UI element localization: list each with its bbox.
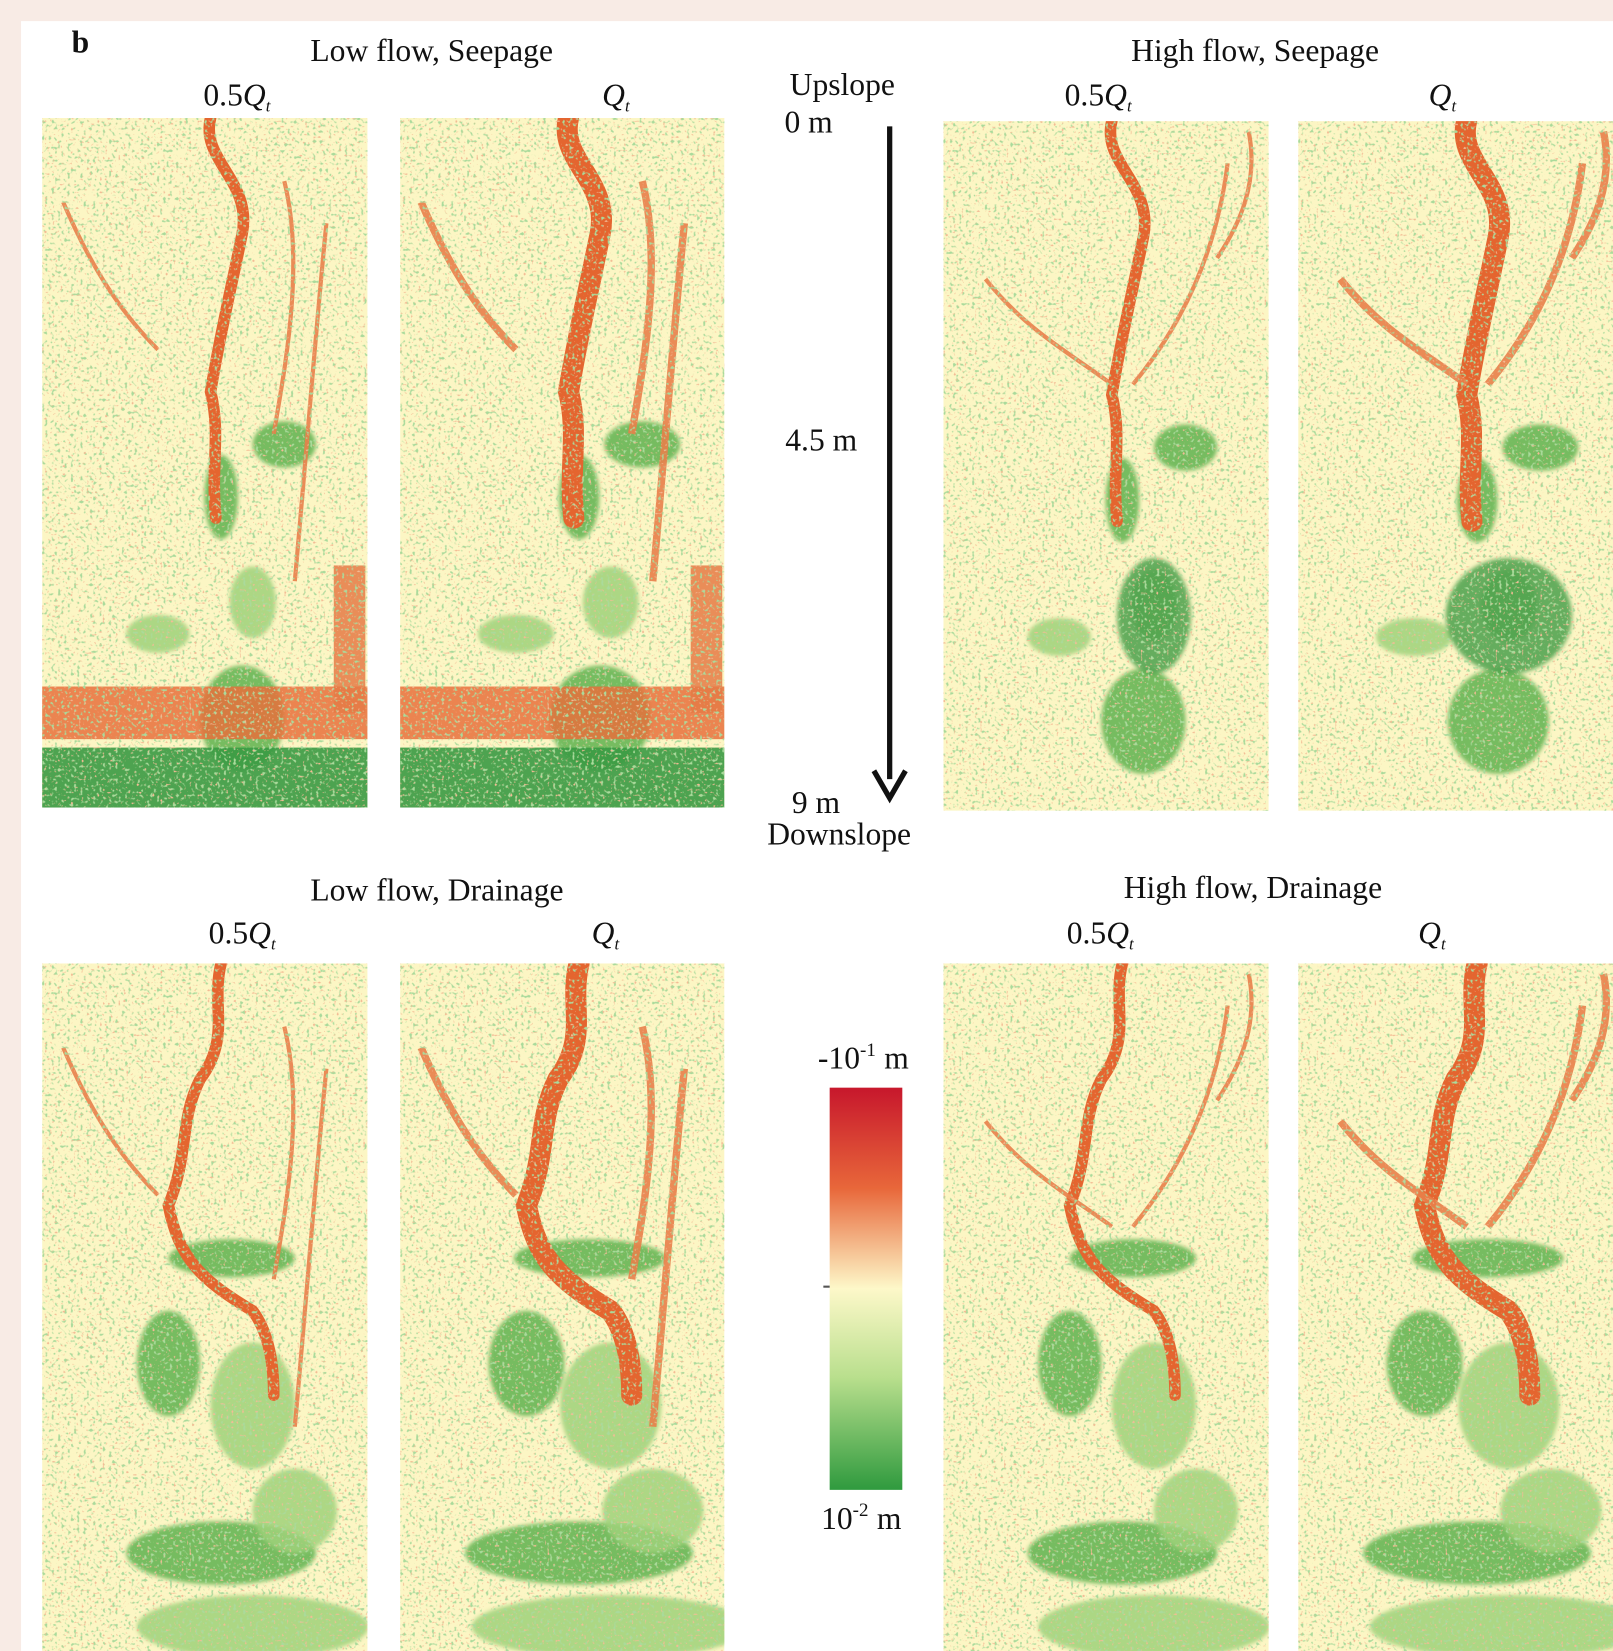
panel-label-subscript: t — [266, 97, 272, 116]
slope-arrowhead — [871, 769, 908, 804]
panel-label-prefix: 0.5 — [203, 77, 242, 112]
colorbar-base: -10 — [818, 1041, 860, 1076]
figure-label: b — [72, 25, 90, 60]
colorbar-base: 10 — [821, 1501, 853, 1536]
group-title: Low flow, Drainage — [310, 872, 563, 907]
panel-label-symbol: Q — [1104, 77, 1127, 112]
panel-label-subscript: t — [625, 97, 631, 116]
colorbar-exponent: -2 — [853, 1500, 869, 1521]
panel-label: Qt — [602, 77, 631, 115]
map-panel — [42, 963, 368, 1651]
panel-label-symbol: Q — [1429, 77, 1452, 112]
panel-label-subscript: t — [1451, 97, 1457, 116]
panel-label-prefix: 0.5 — [1065, 77, 1104, 112]
panel-label-symbol: Q — [592, 915, 615, 950]
speckle-orange — [42, 963, 368, 1651]
axis-start-label: 0 m — [784, 105, 833, 140]
panel-label-symbol: Q — [243, 77, 266, 112]
speckle-orange — [42, 117, 368, 808]
colorbar-label: 10-2 m — [821, 1500, 902, 1536]
speckle-orange — [1298, 963, 1613, 1651]
group-title: High flow, Seepage — [1131, 33, 1379, 68]
map-panel — [943, 121, 1269, 811]
panel-label-subscript: t — [271, 935, 277, 954]
panel-label: Qt — [1429, 77, 1458, 115]
panel-label-symbol: Q — [602, 77, 625, 112]
panel-label-subscript: t — [1127, 97, 1133, 116]
map-panel — [1298, 121, 1613, 811]
panel-label-symbol: Q — [248, 915, 271, 950]
map-panel — [1298, 963, 1613, 1651]
map-panel — [42, 117, 368, 808]
panel-label-subscript: t — [614, 935, 620, 954]
speckle-orange — [400, 963, 725, 1651]
colorbar-label: -10-1 m — [818, 1040, 909, 1076]
panel-label-prefix: 0.5 — [209, 915, 248, 950]
group-title: Low flow, Seepage — [310, 33, 553, 68]
speckle-orange — [943, 121, 1269, 811]
panel-label: 0.5Qt — [209, 915, 277, 953]
panel-label-subscript: t — [1441, 935, 1447, 954]
panel-label: 0.5Qt — [1067, 915, 1135, 953]
map-panel — [400, 117, 725, 808]
axis-middle-label: 4.5 m — [785, 423, 857, 458]
colorbar-unit: m — [884, 1041, 909, 1076]
panel-label: 0.5Qt — [1065, 77, 1133, 115]
panel-label-symbol: Q — [1418, 915, 1441, 950]
panel-label: Qt — [592, 915, 621, 953]
panel-label-prefix: 0.5 — [1067, 915, 1106, 950]
colorbar-unit: m — [877, 1501, 902, 1536]
panel-label-subscript: t — [1129, 935, 1135, 954]
speckle-orange — [1298, 121, 1613, 811]
speckle-orange — [400, 117, 725, 808]
colorbar-exponent: -1 — [860, 1040, 876, 1061]
colorbar — [829, 1087, 903, 1490]
group-title: High flow, Drainage — [1124, 870, 1382, 905]
map-panel — [943, 963, 1269, 1651]
map-panel — [400, 963, 725, 1651]
axis-top-label: Upslope — [790, 67, 895, 102]
axis-end-label: 9 m — [792, 785, 841, 820]
panel-label: Qt — [1418, 915, 1447, 953]
axis-bottom-label: Downslope — [767, 816, 911, 851]
speckle-orange — [943, 963, 1269, 1651]
panel-label-symbol: Q — [1106, 915, 1129, 950]
panel-label: 0.5Qt — [203, 77, 271, 115]
